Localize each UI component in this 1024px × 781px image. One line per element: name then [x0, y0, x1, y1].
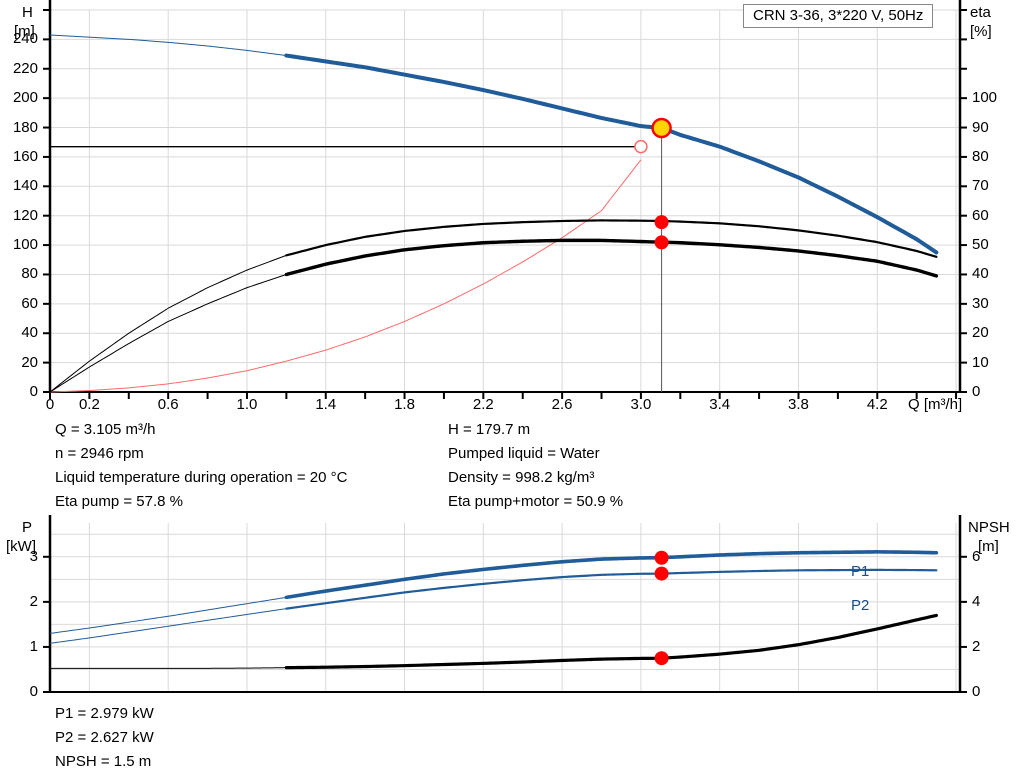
upper-x-tick-1-4: 1.4 — [315, 396, 337, 413]
upper-x-tick-2-6: 2.6 — [551, 396, 573, 413]
upper-eta-tick-80: 80 — [972, 147, 989, 165]
upper-x-tick-2-2: 2.2 — [472, 396, 494, 413]
head-eta-plot — [43, 0, 967, 399]
upper-x-tick-1: 1.0 — [236, 396, 258, 413]
lower-npsh-tick-6: 6 — [972, 547, 981, 565]
info-eta-pump: Eta pump = 57.8 % — [55, 493, 183, 510]
lower-right-axis-unit: [m] — [978, 538, 999, 555]
upper-x-tick-3-4: 3.4 — [709, 396, 731, 413]
lower-p-tick-3: 3 — [29, 547, 38, 565]
upper-y-tick-140: 140 — [12, 177, 38, 195]
p2-curve-label: P2 — [851, 597, 870, 614]
info-temp: Liquid temperature during operation = 20… — [55, 469, 348, 486]
upper-x-axis-title: Q [m³/h] — [908, 396, 963, 413]
info-liquid: Pumped liquid = Water — [448, 445, 600, 462]
head-eta-chart — [43, 0, 967, 399]
upper-y-tick-80: 80 — [21, 265, 38, 283]
upper-eta-tick-20: 20 — [972, 324, 989, 342]
info-p1: P1 = 2.979 kW — [55, 705, 154, 722]
upper-y-tick-0: 0 — [29, 383, 38, 400]
info-n: n = 2946 rpm — [55, 445, 144, 462]
info-h: H = 179.7 m — [448, 421, 531, 438]
lower-npsh-tick-0: 0 — [972, 683, 981, 700]
lower-right-axis-title: NPSH — [968, 519, 1010, 536]
lower-p-tick-1: 1 — [29, 637, 38, 655]
info-density: Density = 998.2 kg/m³ — [448, 469, 595, 486]
upper-eta-tick-40: 40 — [972, 265, 989, 283]
upper-right-axis-title: eta — [970, 4, 991, 21]
upper-x-tick-0: 0 — [45, 396, 55, 413]
upper-eta-tick-0: 0 — [972, 383, 981, 400]
lower-npsh-tick-2: 2 — [972, 637, 981, 655]
upper-x-tick-3-8: 3.8 — [788, 396, 809, 413]
info-eta-pump-motor: Eta pump+motor = 50.9 % — [448, 493, 624, 510]
pump-title-box: CRN 3-36, 3*220 V, 50Hz — [743, 4, 934, 28]
upper-y-tick-200: 200 — [12, 89, 38, 107]
upper-x-tick-0-6: 0.6 — [157, 396, 179, 413]
upper-y-tick-40: 40 — [21, 324, 38, 342]
upper-y-tick-120: 120 — [12, 206, 38, 224]
upper-y-tick-180: 180 — [12, 118, 38, 136]
upper-left-axis-title: H — [22, 4, 33, 21]
upper-x-tick-3: 3.0 — [630, 396, 652, 413]
lower-p-tick-2: 2 — [29, 592, 38, 610]
upper-eta-tick-50: 50 — [972, 236, 989, 254]
p1-curve-label: P1 — [851, 563, 870, 580]
upper-eta-tick-60: 60 — [972, 206, 989, 224]
upper-x-tick-0-2: 0.2 — [78, 396, 100, 413]
power-npsh-chart — [0, 515, 1024, 700]
info-npsh: NPSH = 1.5 m — [55, 753, 152, 770]
upper-x-tick-1-8: 1.8 — [394, 396, 415, 413]
upper-x-tick-4-2: 4.2 — [866, 396, 888, 413]
lower-left-axis-unit: [kW] — [6, 538, 36, 555]
upper-y-tick-160: 160 — [12, 147, 38, 165]
upper-y-tick-240: 240 — [12, 30, 38, 48]
upper-y-tick-100: 100 — [12, 236, 38, 254]
upper-y-tick-20: 20 — [21, 353, 38, 371]
upper-y-tick-220: 220 — [12, 59, 38, 77]
lower-p-tick-0: 0 — [29, 683, 38, 700]
lower-npsh-tick-4: 4 — [972, 592, 981, 610]
lower-left-axis-title: P — [22, 519, 33, 536]
upper-eta-tick-30: 30 — [972, 294, 989, 312]
upper-left-axis-unit: [m] — [14, 23, 35, 40]
upper-eta-tick-100: 100 — [972, 89, 998, 107]
upper-right-axis-unit: [%] — [970, 23, 992, 40]
upper-eta-tick-90: 90 — [972, 118, 989, 136]
power-npsh-plot — [43, 515, 967, 693]
upper-eta-tick-10: 10 — [972, 353, 989, 371]
upper-y-tick-60: 60 — [21, 294, 38, 312]
upper-eta-tick-70: 70 — [972, 177, 989, 195]
info-q: Q = 3.105 m³/h — [55, 421, 156, 438]
info-p2: P2 = 2.627 kW — [55, 729, 154, 746]
